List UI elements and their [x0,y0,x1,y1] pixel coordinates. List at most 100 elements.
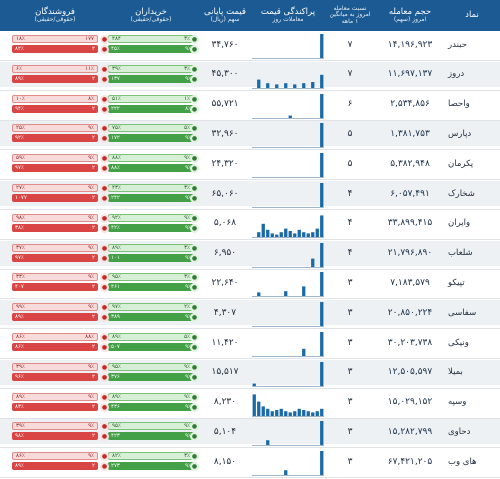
table-row[interactable]: دحاوی ۱۵,۲۸۲,۷۹۹ ۳ ۵,۱۰۴ ۹٪ ۹۵٪ ۹٪ ۴۲۳ ● ● ۹٪ ۳۹٪ ۲ ۹… [0,419,500,449]
price-distribution-chart [250,390,326,417]
price-distribution-chart [250,330,326,357]
histogram-bar [311,231,315,237]
sellers-legal-share: ۸۹٪ [16,393,25,400]
histogram-bar [279,231,283,237]
histogram-bar [257,79,261,88]
symbol-name[interactable]: سفاسی [448,307,477,318]
buyers-legal-value: ۳٪ [184,185,190,191]
header-volume[interactable]: حجم معامله امروز (سهم) [375,0,445,31]
symbol-name[interactable]: واحصا [448,99,470,110]
seller-person-icon: ● [100,243,109,253]
sellers-real-bar: ۲ ۴۰۷ [12,283,98,292]
buyer-group-icon: ● [190,313,199,323]
symbol-name[interactable]: دپارس [448,128,472,139]
closing-price: ۴,۳۰۷ [213,307,237,318]
sellers-legal-share: ۶٪ [16,65,22,72]
buyer-person-icon: ● [190,303,199,313]
buyers-breakdown: ۵٪ ۷۵٪ ۹٪ ۱۷۲ [108,124,194,143]
table-row[interactable]: های وب ۶۷,۴۲۱,۲۰۵ ۳ ۸,۱۵۰ ۳٪ ۸۲٪ ۹٪ ۲۷۳ ● ● ۹٪ ۸۶٪ ۲… [0,449,500,479]
symbol-name[interactable]: دحاوی [448,426,471,437]
table-row[interactable]: وایران ۳۳,۸۹۹,۴۱۵ ۴ ۵,۰۶۸ ۹٪ ۹۲٪ ۹٪ ۴۲٪ ● ● ۹٪ ۹۸٪ ۲… [0,211,500,240]
sellers-legal-bar: ۸۸٪ ۸۶٪ [12,333,98,341]
buyers-legal-share: ۸۹٪ [112,393,121,400]
buyer-person-icon: ● [190,94,199,104]
header-price-label: قیمت پایانی [204,6,246,17]
buyers-real-share: ۴۶۱ [111,284,120,291]
header-name[interactable]: نماد [448,0,496,31]
seller-group-icon: ● [100,45,109,54]
sellers-breakdown: ۹٪ ۳۷٪ ۲ ۹۷٪ [12,243,98,263]
sellers-legal-bar: ۹٪ ۳۹٪ [12,362,98,371]
table-row[interactable]: شلعاب ۲۱,۷۹۶,۸۹۰ ۴ ۶,۹۵۰ ۳٪ ۸۹٪ ۹٪ ۱۰۱ ● ● ۹٪ ۳۷٪ ۲ ۹… [0,240,500,270]
symbol-name[interactable]: حبندر [448,39,467,50]
symbol-name[interactable]: های وب [448,456,477,467]
buyers-legal-bar: ۵٪ ۷۵٪ [108,124,194,133]
sellers-legal-bar: ۹٪ ۳۹٪ [12,422,98,431]
sellers-breakdown: ۹٪ ۸۹٪ ۲ ۸۳٪ [12,392,98,412]
buyers-legal-share: ۹۵٪ [112,274,121,281]
buyers-real-bar: ۹٪ ۴۲٪ [108,223,194,232]
buyers-breakdown: ۳٪ ۴۳٪ ۹٪ ۲۴۲ [108,184,194,203]
seller-group-icon: ● [100,462,109,472]
volume-ratio: ۳ [347,456,353,467]
symbol-name[interactable]: دروز [448,69,465,80]
buyers-legal-share: ۹۲٪ [112,214,121,221]
symbol-name[interactable]: پکرمان [448,158,474,169]
symbol-name[interactable]: شخارک [448,188,475,199]
table-row[interactable]: بمیلا ۱۲,۵۰۵,۵۹۷ ۳ ۱۵,۵۱۷ ۹٪ ۹۵٪ ۹٪ ۳۷۶ ● ● ۹٪ ۳۹٪ ۲… [0,359,500,389]
price-distribution-chart [250,241,326,268]
seller-person-icon: ● [100,154,109,164]
symbol-name[interactable]: تپیکو [448,277,465,288]
table-row[interactable]: تپیکو ۷,۱۸۳,۵۷۹ ۳ ۲۲,۶۴۰ ۳٪ ۹۵٪ ۹٪ ۴۶۱ ● ● ۹٪ ۳۳٪ ۲ ۴… [0,270,500,300]
table-row[interactable]: ونیکی ۳۰,۲۰۳,۷۳۸ ۳ ۱۱,۴۲۰ ۵٪ ۸۹٪ ۹٪ ۵۰۷ ● ● ۸۸٪ ۸۶٪… [0,330,500,359]
header-ratio-sub2: ۱ ماهه [341,17,359,25]
buyer-person-icon: ● [190,184,199,193]
symbol-name[interactable]: وسپه [448,397,467,408]
buyers-real-share: ۵۰۷ [111,344,120,350]
table-row[interactable]: پکرمان ۵,۳۸۲,۹۴۸ ۵ ۲۴,۳۲۰ ۹٪ ۸۸٪ ۹٪ ۸۸٪ ● ● ۹٪ ۵۹٪ ۲… [0,151,500,181]
buyers-legal-bar: ۳٪ ۴۳٪ [108,184,194,192]
sellers-breakdown: ۹٪ ۳۹٪ ۲ ۹۶٪ [12,362,98,382]
price-distribution-chart [250,32,326,59]
buyers-real-value: ۹٪ [185,314,191,321]
buyers-legal-value: ۳٪ [184,244,190,251]
volume-ratio: ۵ [347,128,353,139]
table-row[interactable]: دپارس ۱,۳۸۱,۷۵۳ ۵ ۳۲,۹۶۰ ۵٪ ۷۵٪ ۹٪ ۱۷۲ ● ● ۹٪ ۲۵٪ ۲ ۹… [0,121,500,151]
histogram-bar [275,409,279,416]
sellers-legal-value: ۸۸٪ [85,334,94,340]
table-row[interactable]: حبندر ۱۴,۱۹۶,۹۲۳ ۷ ۳۴,۷۶۰ ۳٪ ۴۸۴ ۹٪ ۴۵٪ ● ● ۱۷۷ ۱۸٪… [0,32,500,61]
closing-price: ۵,۱۰۴ [213,426,237,437]
symbol-name[interactable]: شلعاب [448,248,473,259]
sellers-legal-value: ۱۱٪ [85,65,94,72]
histogram-svg [252,123,324,149]
buyers-legal-value: ۹٪ [184,363,190,370]
sellers-legal-value: ۹٪ [88,185,94,191]
closing-price: ۲۴,۳۲۰ [211,158,239,169]
buyers-real-value: ۹٪ [185,224,191,231]
row-divider [0,447,500,449]
table-row[interactable]: شخارک ۶,۰۵۷,۴۹۱ ۴ ۶۵,۰۶۰ ۳٪ ۴۳٪ ۹٪ ۲۴۲ ● ● ۹٪ ۲۷٪ ۲ ۱… [0,181,500,210]
symbol-name[interactable]: بمیلا [448,367,463,378]
header-price[interactable]: قیمت پایانی سهم (ریال) [200,0,250,31]
sellers-real-value: ۲ [92,195,95,201]
table-row[interactable]: وسپه ۱۵,۰۲۹,۱۵۲ ۳ ۸,۲۳۰ ۹٪ ۸۹٪ ۹٪ ۴۳۶ ● ● ۹٪ ۸۹٪ ۲ ۸۳… [0,390,500,419]
buyer-person-icon: ● [190,422,199,432]
symbol-name[interactable]: وایران [448,218,471,229]
table-row[interactable]: واحصا ۲,۵۳۴,۸۵۶ ۶ ۵۵,۷۲۱ ۱٪ ۵۱٪ ۸٪ ۲۲۲ ● ● ۸٪ ۱۰٪ ۲ ۹… [0,92,500,121]
table-row[interactable]: سفاسی ۲۰,۸۵۰,۲۲۴ ۳ ۴,۳۰۷ ۲٪ ۹۷٪ ۹٪ ۳۸۹ ● ● ۹٪ ۹۹٪ ۲ ۸… [0,300,500,330]
row-divider [0,298,500,300]
table-row[interactable]: دروز ۱۱,۶۹۷,۱۳۷ ۷ ۴۵,۳۰۰ ۳٪ ۳۹٪ ۹٪ ۱۳۷ ● ● ۱۱٪ ۶٪ ۲ ۸… [0,61,500,91]
price-distribution-chart [250,270,326,298]
closing-price: ۶۵,۰۶۰ [211,188,239,199]
price-distribution-chart [250,211,326,238]
row-divider [0,179,500,181]
price-distribution-chart [250,181,326,208]
buyer-person-icon: ● [190,35,199,44]
buyers-legal-share: ۹۵٪ [112,363,121,370]
symbol-name[interactable]: ونیکی [448,337,469,348]
trade-volume: ۳۳,۸۹۹,۴۱۵ [387,218,433,229]
histogram-svg [252,93,324,119]
sellers-real-bar: ۲ ۹۷٪ [12,164,98,173]
buyers-real-value: ۸٪ [185,105,191,112]
header-ratio[interactable]: نسبت معامله امروز به میانگین ۱ ماهه [326,0,374,31]
